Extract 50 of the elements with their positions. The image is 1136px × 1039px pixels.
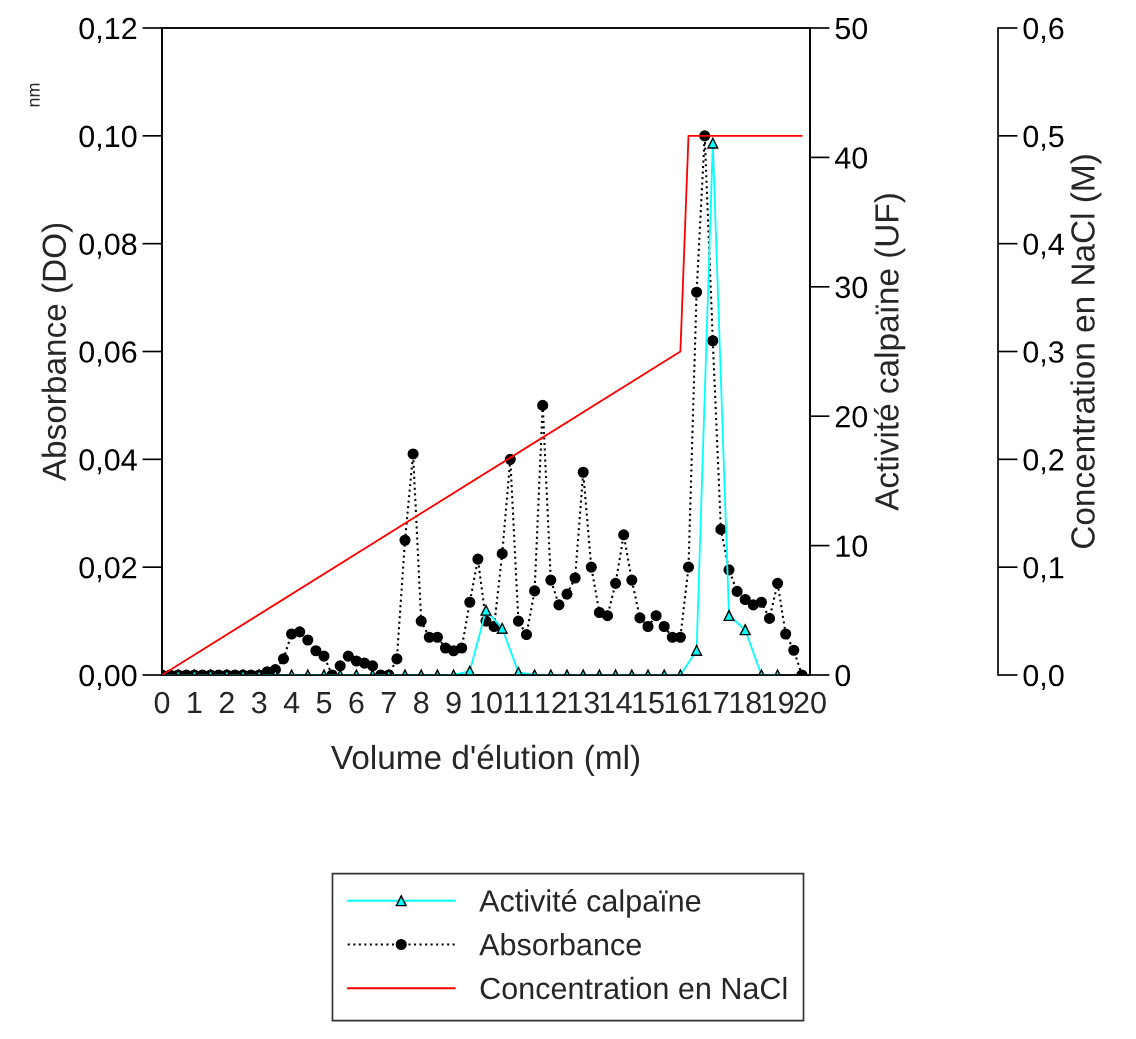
y-tick-label: 0,04 [79,449,137,475]
y3-tick-label: 0,3 [1023,341,1064,367]
y3-tick-label: 0,4 [1023,233,1064,259]
x-tick-label: 2 [219,691,234,714]
x-tick-label: 9 [446,691,461,714]
y2-tick-label: 30 [835,276,868,299]
x-tick-label: 4 [283,692,300,714]
x-tick-label: 0 [154,691,170,714]
y-axis-title: Absorbance (DO) [41,223,73,482]
x-tick-label: 6 [349,691,364,714]
y2-tick-label: 50 [835,17,868,40]
y3-tick-label: 0,5 [1023,125,1064,151]
y2-axis-title: Activité calpaïne (UF) [873,194,906,511]
y2-tick-label: 0 [835,664,851,687]
x-tick-label: 7 [381,692,396,714]
legend-label: Concentration en NaCl [480,976,787,1000]
y-tick-label: 0,12 [79,17,137,43]
y-tick-label: 0,02 [79,556,137,583]
x-tick-label: 16 [665,691,697,714]
x-axis-title: Volume d'élution (ml) [331,744,640,776]
x-tick-label: 3 [251,691,267,714]
y2-tick-label: 20 [835,405,868,428]
y-tick-label: 0,00 [79,664,137,690]
legend-label: Absorbance [479,933,641,956]
y3-tick-label: 0,0 [1023,664,1064,690]
y3-tick-label: 0,6 [1023,17,1064,43]
x-tick-label: 19 [762,691,794,714]
y3-tick-label: 0,2 [1023,449,1064,475]
y3-tick-label: 0,1 [1023,556,1064,583]
y-tick-label: 0,10 [79,125,137,151]
x-tick-label: 13 [568,691,599,714]
x-tick-label: 11 [504,692,533,714]
x-tick-label: 14 [600,692,632,714]
point [707,137,719,149]
x-tick-label: 20 [794,691,826,714]
y-tick-label: 0,08 [79,233,137,259]
x-tick-label: 5 [316,692,332,714]
x-tick-label: 1 [188,692,202,714]
x-tick-label: 12 [536,691,567,714]
legend-label: Activité calpaïne [479,888,701,918]
text: nm [29,83,40,107]
x-tick-label: 17 [698,692,729,714]
y-tick-label: 0,06 [79,341,137,367]
x-tick-label: 10 [471,691,502,714]
x-tick-label: 18 [730,691,761,714]
y2-tick-label: 10 [836,535,868,557]
x-tick-label: 15 [633,692,664,714]
x-tick-label: 8 [414,691,429,714]
y2-tick-label: 40 [835,147,868,169]
y3-axis-title: Concentration en NaCl (M) [1070,155,1102,549]
